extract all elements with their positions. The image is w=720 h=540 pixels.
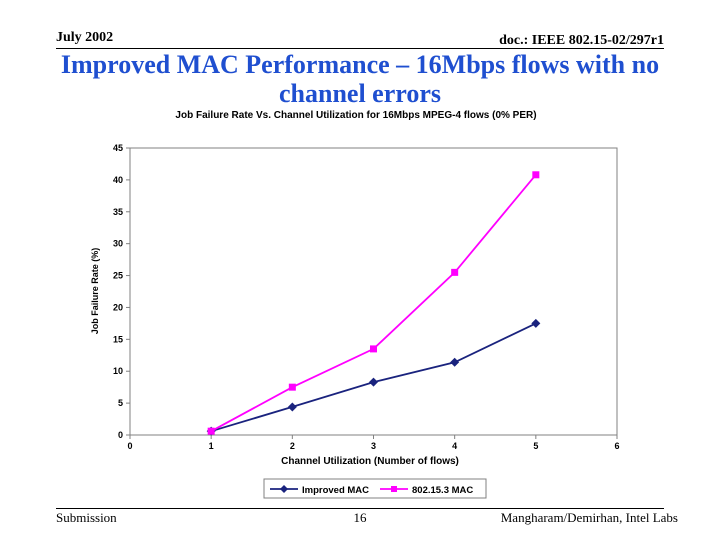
x-tick-label: 1 — [209, 441, 214, 451]
data-point — [369, 377, 378, 387]
y-tick-label: 15 — [113, 334, 123, 344]
y-tick-label: 20 — [113, 302, 123, 312]
data-point — [370, 345, 377, 353]
x-tick-label: 2 — [290, 441, 295, 451]
data-point — [451, 268, 459, 276]
header-divider — [56, 48, 664, 49]
data-point — [280, 485, 288, 493]
data-point — [532, 171, 540, 179]
data-point — [450, 357, 460, 367]
y-tick-label: 0 — [118, 430, 123, 440]
y-tick-label: 45 — [113, 143, 123, 153]
x-tick-label: 6 — [614, 441, 619, 451]
y-tick-label: 10 — [113, 366, 123, 376]
x-tick-label: 0 — [127, 441, 132, 451]
data-point — [287, 402, 297, 412]
slide-title: Improved MAC Performance – 16Mbps flows … — [60, 50, 660, 108]
legend-label: Improved MAC — [302, 485, 369, 496]
x-tick-label: 5 — [533, 441, 538, 451]
x-tick-label: 3 — [371, 441, 376, 451]
x-tick-label: 4 — [452, 441, 457, 451]
footer-divider — [56, 508, 664, 509]
header-doc-id: doc.: IEEE 802.15-02/297r1 — [499, 33, 664, 48]
legend-box — [263, 478, 487, 499]
plot-area — [129, 147, 618, 436]
x-axis-label: Channel Utilization (Number of flows) — [281, 456, 459, 467]
y-axis-label: Job Failure Rate (%) — [90, 248, 100, 335]
legend-label: 802.15.3 MAC — [412, 485, 473, 496]
legend-item: Improved MAC — [270, 485, 369, 496]
footer-authors: Mangharam/Demirhan, Intel Labs — [500, 510, 678, 525]
chart-title: Job Failure Rate Vs. Channel Utilization… — [175, 110, 536, 121]
y-tick-label: 25 — [113, 271, 123, 281]
footer-page-number: 16 — [353, 510, 367, 525]
y-tick-label: 5 — [118, 398, 123, 408]
legend-item: 802.15.3 MAC — [380, 485, 473, 496]
data-point — [207, 427, 215, 435]
line-chart: Job Failure Rate Vs. Channel Utilization… — [86, 104, 646, 504]
series-layer — [206, 171, 541, 436]
data-point — [288, 383, 296, 391]
y-tick-label: 35 — [113, 207, 123, 217]
chart-legend: Improved MAC 802.15.3 MAC — [263, 478, 487, 499]
data-point — [531, 318, 541, 328]
footer-submission: Submission — [56, 510, 117, 525]
series-802-15-3-mac — [207, 171, 540, 435]
header-date: July 2002 — [56, 30, 114, 45]
chart-container: Job Failure Rate Vs. Channel Utilization… — [86, 104, 646, 504]
data-point — [391, 486, 397, 492]
y-tick-label: 40 — [113, 175, 123, 185]
y-tick-label: 30 — [113, 239, 123, 249]
